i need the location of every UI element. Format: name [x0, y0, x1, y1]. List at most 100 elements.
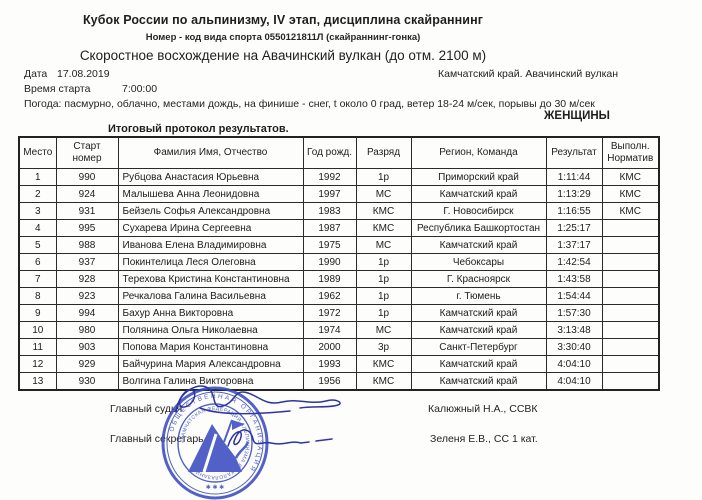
cell-r10-c6: Камчатский край [410, 321, 547, 339]
cell-r12-c3: Байчурина Мария Александровна [117, 355, 304, 373]
cell-r10-c5: МС [355, 321, 412, 339]
cell-r1-c1: 1 [18, 168, 57, 186]
results-table: Место Старт номер Фамилия Имя, Отчество … [18, 136, 660, 391]
cell-r6-c6: Чебоксары [410, 253, 547, 271]
cell-r12-c6: Камчатский край [410, 355, 547, 373]
results-table-head: Место Старт номер Фамилия Имя, Отчество … [18, 136, 660, 169]
cell-r5-c2: 988 [55, 236, 119, 254]
col-header-place: Место [18, 136, 57, 169]
cell-r4-c2: 995 [55, 219, 119, 237]
cell-r1-c4: 1992 [302, 168, 357, 186]
cell-r9-c1: 9 [18, 304, 57, 322]
cell-r11-c2: 903 [55, 338, 119, 356]
col-header-result: Результат [545, 136, 603, 169]
cell-r11-c6: Санкт-Петербург [410, 338, 547, 356]
cell-r8-c2: 923 [55, 287, 119, 305]
table-row: 5 988 Иванова Елена Владимировна 1975 МС Камч… [18, 236, 660, 254]
cell-r3-c6: Г. Новосибирск [410, 202, 547, 220]
cell-r3-c4: 1983 [302, 202, 357, 220]
cell-r6-c1: 6 [18, 253, 57, 271]
date-value: 17.08.2019 [57, 68, 110, 80]
cell-r3-c5: КМС [355, 202, 412, 220]
cell-r13-c2: 930 [55, 372, 119, 391]
cell-r12-c8 [601, 355, 660, 373]
cell-r10-c3: Полянина Ольга Николаевна [117, 321, 304, 339]
cell-r3-c7: 1:16:55 [545, 202, 603, 220]
secretary-name: Зеленя Е.В., СС 1 кат. [430, 433, 538, 445]
cell-r1-c8: КМС [601, 168, 660, 186]
cell-r6-c7: 1:42:54 [545, 253, 603, 271]
cell-r13-c8 [601, 372, 660, 391]
document-header: Кубок России по альпинизму, IV этап, дис… [0, 13, 566, 63]
cell-r13-c6: Камчатский край [410, 372, 547, 391]
results-tbody: 1 990 Рубцова Анастасия Юрьевна 1992 1р Примо… [18, 168, 660, 391]
cell-r1-c5: 1р [355, 168, 412, 186]
table-row: 9 994 Бахур Анна Викторовна 1972 1р Камчатски… [18, 304, 660, 322]
col-header-rank: Разряд [355, 136, 412, 169]
cell-r12-c2: 929 [55, 355, 119, 373]
cell-r2-c2: 924 [55, 185, 119, 203]
cell-r8-c7: 1:54:44 [545, 287, 603, 305]
table-row: 7 928 Терехова Кристина Константиновна 1989… [18, 270, 660, 288]
cell-r2-c8: КМС [601, 185, 660, 203]
cell-r12-c4: 1993 [302, 355, 357, 373]
cell-r1-c3: Рубцова Анастасия Юрьевна [117, 168, 304, 186]
col-header-birthyear: Год рожд. [302, 136, 357, 169]
cell-r8-c5: 1р [355, 287, 412, 305]
cell-r2-c3: Малышева Анна Леонидовна [117, 185, 304, 203]
cell-r3-c8: КМС [601, 202, 660, 220]
cell-r9-c7: 1:57:30 [545, 304, 603, 322]
cell-r4-c8 [601, 219, 660, 237]
cell-r8-c8 [601, 287, 660, 305]
col-header-region: Регион, Команда [410, 136, 547, 169]
judge-signature-flourish [199, 407, 291, 415]
cell-r4-c4: 1987 [302, 219, 357, 237]
signatures-layer [175, 385, 341, 447]
cell-r8-c6: г. Тюмень [410, 287, 547, 305]
cell-r13-c7: 4:04:10 [545, 372, 603, 391]
cell-r7-c4: 1989 [302, 270, 357, 288]
table-row: 12 929 Байчурина Мария Александровна 1993 КМ… [18, 355, 660, 373]
table-row: 13 930 Волгина Галина Викторовна 1956 КМС Кам… [18, 372, 660, 391]
cell-r7-c3: Терехова Кристина Константиновна [117, 270, 304, 288]
category-women-label: ЖЕНЩИНЫ [544, 110, 610, 122]
table-row: 3 931 Бейзель Софья Александровна 1983 КМС Г.… [18, 202, 660, 220]
location-text: Камчатский край. Авачинский вулкан [438, 68, 619, 80]
secretary-signature-dash [315, 438, 333, 442]
event-subtitle: Скоростное восхождение на Авачинский вул… [79, 48, 487, 63]
cell-r7-c5: 1р [355, 270, 412, 288]
cell-r3-c3: Бейзель Софья Александровна [117, 202, 304, 220]
cell-r4-c1: 4 [18, 219, 57, 237]
cell-r10-c7: 3:13:48 [545, 321, 603, 339]
table-row: 1 990 Рубцова Анастасия Юрьевна 1992 1р Примо… [18, 168, 660, 186]
cell-r1-c2: 990 [55, 168, 119, 186]
cell-r5-c1: 5 [18, 236, 57, 254]
cell-r2-c5: МС [355, 185, 412, 203]
cell-r11-c8 [601, 338, 660, 356]
judge-signature [175, 385, 341, 413]
cell-r5-c7: 1:37:17 [545, 236, 603, 254]
cell-r6-c8 [601, 253, 660, 271]
table-row: 2 924 Малышева Анна Леонидовна 1997 МС Камчат… [18, 185, 660, 203]
cell-r8-c4: 1962 [302, 287, 357, 305]
table-row: 8 923 Речкалова Галина Васильевна 1962 1р г. … [18, 287, 660, 305]
cell-r5-c4: 1975 [302, 236, 357, 254]
judge-name: Калюжный Н.А., ССВК [428, 403, 538, 415]
secretary-signature [227, 429, 310, 447]
cell-r4-c5: КМС [355, 219, 412, 237]
col-header-bib: Старт номер [55, 136, 119, 169]
cell-r5-c6: Камчатский край [410, 236, 547, 254]
cell-r11-c4: 2000 [302, 338, 357, 356]
cell-r6-c5: 1р [355, 253, 412, 271]
cell-r4-c6: Республика Башкортостан [410, 219, 547, 237]
table-row: 11 903 Попова Мария Константиновна 2000 3р Са… [18, 338, 660, 356]
protocol-title: Итоговый протокол результатов. [108, 123, 289, 135]
cell-r7-c2: 928 [55, 270, 119, 288]
stamp-mountain-logo [188, 419, 250, 473]
cell-r1-c6: Приморский край [410, 168, 547, 186]
cell-r7-c6: Г. Красноярск [410, 270, 547, 288]
document-title: Кубок России по альпинизму, IV этап, дис… [82, 13, 484, 27]
cell-r4-c3: Сухарева Ирина Сергеевна [117, 219, 304, 237]
cell-r7-c8 [601, 270, 660, 288]
